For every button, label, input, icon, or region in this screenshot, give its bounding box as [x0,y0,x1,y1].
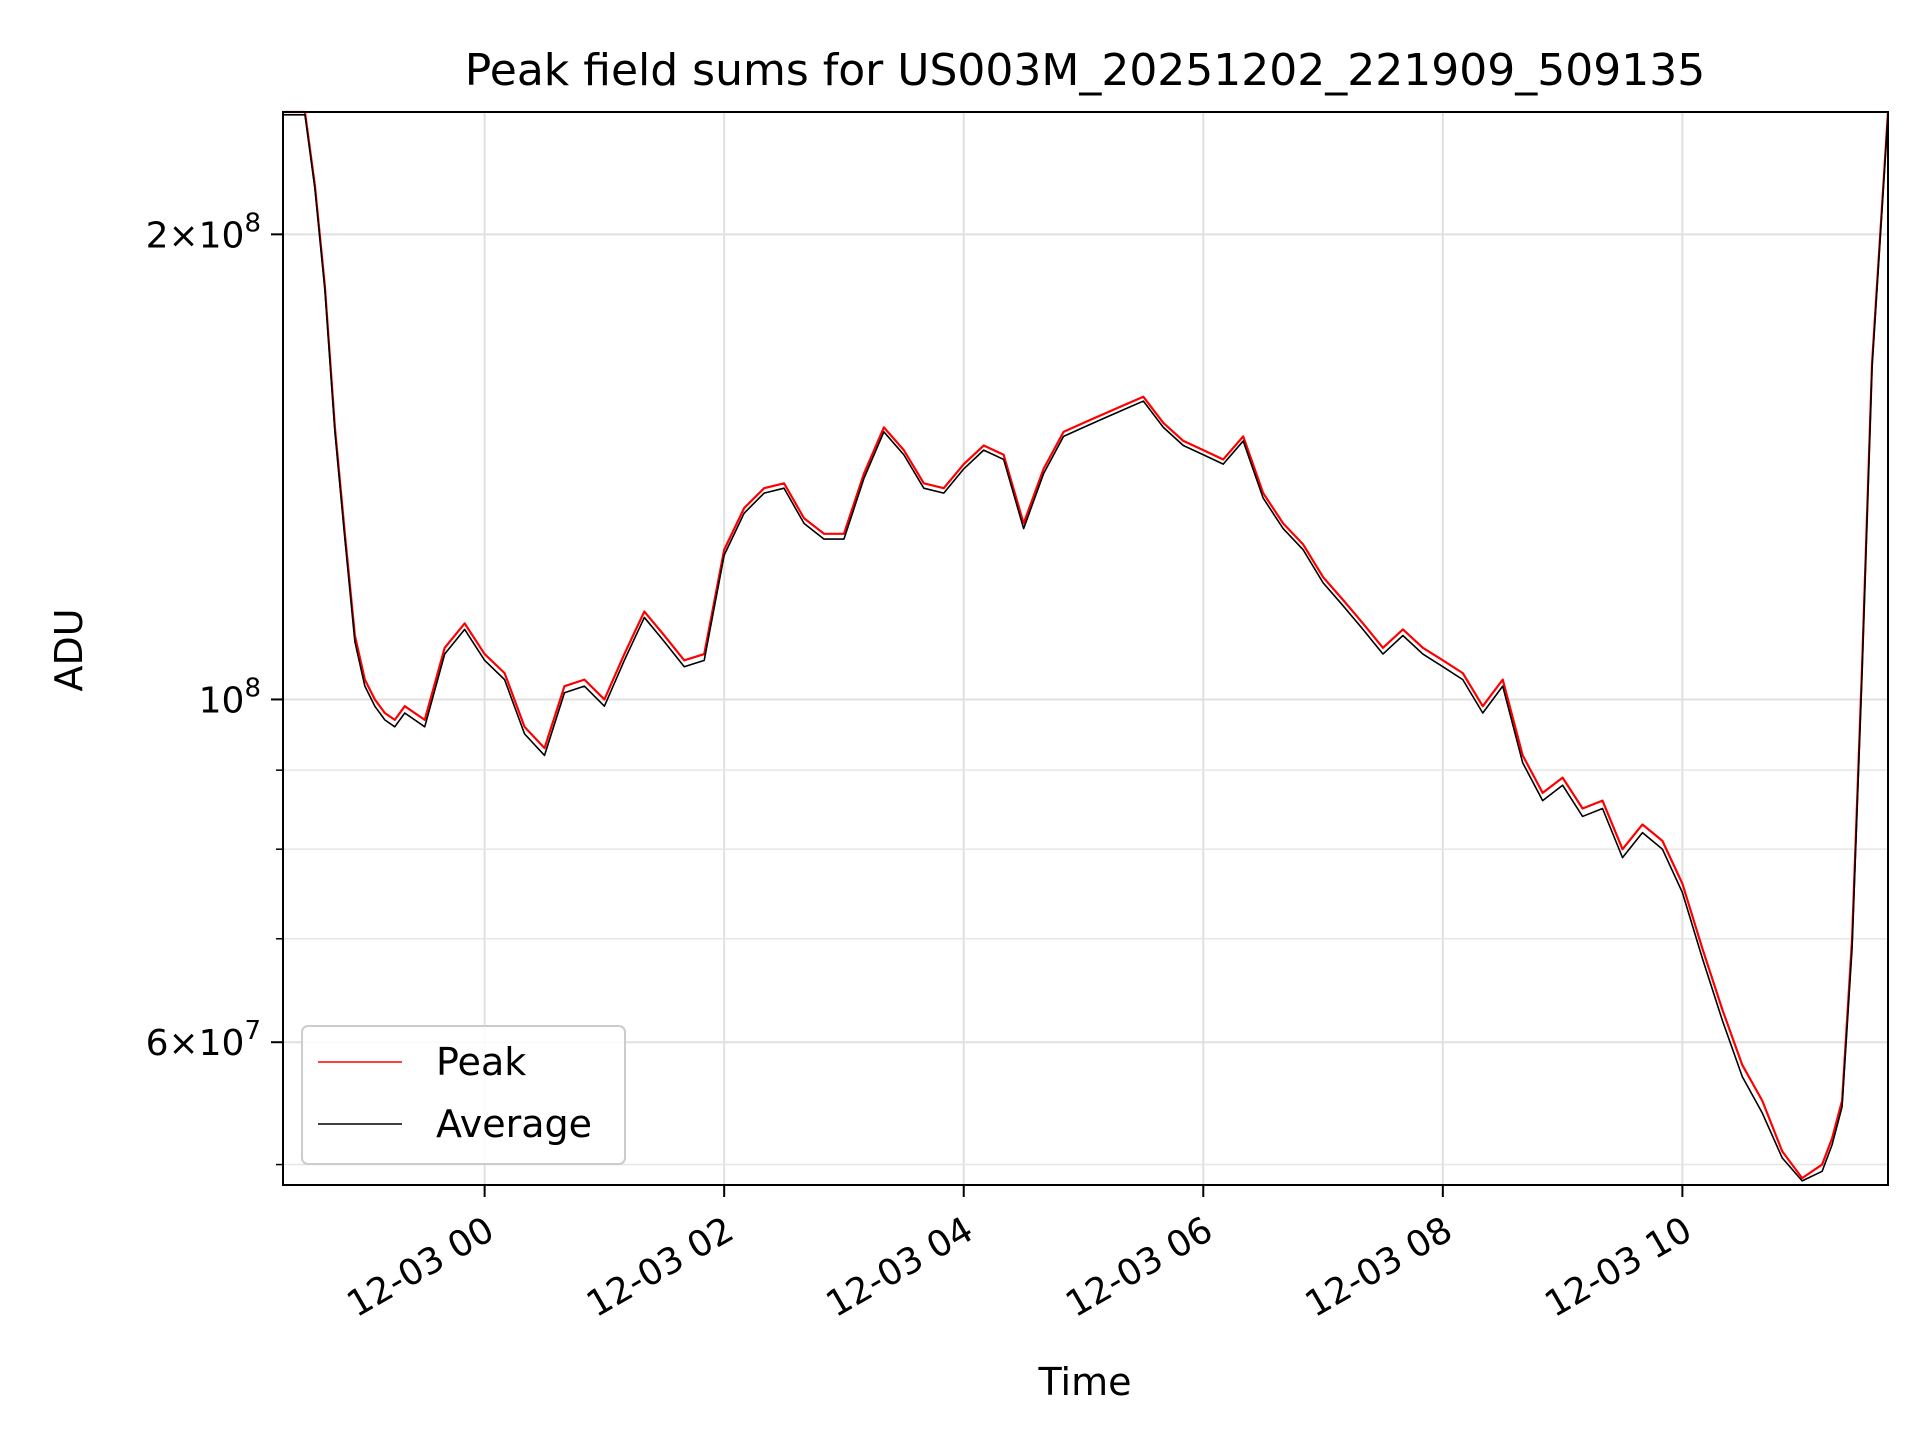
y-tick-label: 6×107 [146,1016,261,1064]
y-tick-exponent: 8 [244,208,261,238]
legend-label-average: Average [436,1102,592,1146]
series-line-peak [283,110,1890,1180]
y-tick-exponent: 8 [244,673,261,703]
y-tick-exponent: 7 [244,1016,261,1046]
legend-label-peak: Peak [436,1040,526,1084]
y-tick-label: 108 [199,673,261,721]
chart-title: Peak field sums for US003M_20251202_2219… [465,45,1705,96]
y-tick-label: 2×108 [146,208,261,256]
y-tick-base: ×10 [168,215,244,256]
y-tick-base: 10 [199,680,245,721]
y-axis-label: ADU [47,608,91,691]
y-tick-base: ×10 [168,1023,244,1064]
legend-box [301,1025,626,1165]
plot-frame [282,111,1889,1186]
grid-lines [283,112,1888,1185]
y-tick-mantissa: 2 [146,215,169,256]
x-axis-label: Time [1038,1360,1132,1404]
series-lines [283,110,1890,1182]
y-tick-mantissa: 6 [146,1023,169,1064]
legend: Peak Average [301,1025,626,1165]
series-line-average [283,114,1889,1182]
